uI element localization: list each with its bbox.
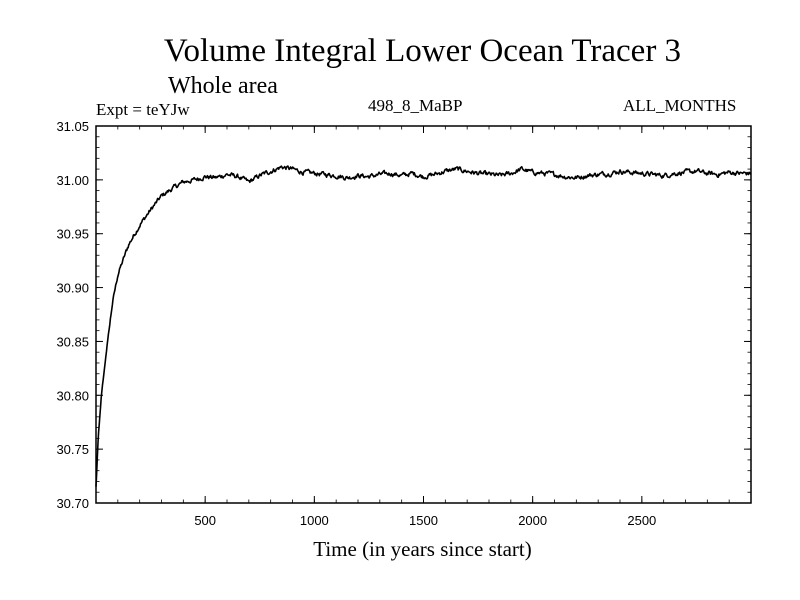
plot-frame: [95, 125, 752, 504]
y-tick-label: 31.00: [56, 173, 89, 188]
x-tick-label: 1500: [409, 513, 438, 528]
x-tick-label: 2500: [627, 513, 656, 528]
y-tick-label: 30.90: [56, 281, 89, 296]
x-tick-label: 500: [194, 513, 216, 528]
run-label: 498_8_MaBP: [368, 96, 463, 115]
chart-title: Volume Integral Lower Ocean Tracer 3: [163, 33, 682, 69]
y-tick-label: 30.85: [56, 334, 89, 349]
y-tick-label: 31.05: [56, 119, 89, 134]
chart-subtitle: Whole area: [168, 73, 278, 99]
experiment-label: Expt = teYJw: [96, 100, 190, 119]
x-tick-label: 2000: [518, 513, 547, 528]
y-tick-label: 30.80: [56, 388, 89, 403]
months-label: ALL_MONTHS: [623, 96, 737, 115]
y-tick-label: 30.70: [56, 496, 89, 511]
y-tick-label: 30.75: [56, 442, 89, 457]
axis-ticks: [96, 125, 751, 504]
y-tick-label: 30.95: [56, 227, 89, 242]
x-tick-label: 1000: [300, 513, 329, 528]
series-line: [95, 165, 752, 487]
x-axis-label: Time (in years since start): [313, 537, 532, 561]
series-group: [95, 165, 752, 487]
tick-labels: 30.70 30.75 30.80 30.85 30.90 30.95 31.00 31.05…: [56, 119, 656, 528]
